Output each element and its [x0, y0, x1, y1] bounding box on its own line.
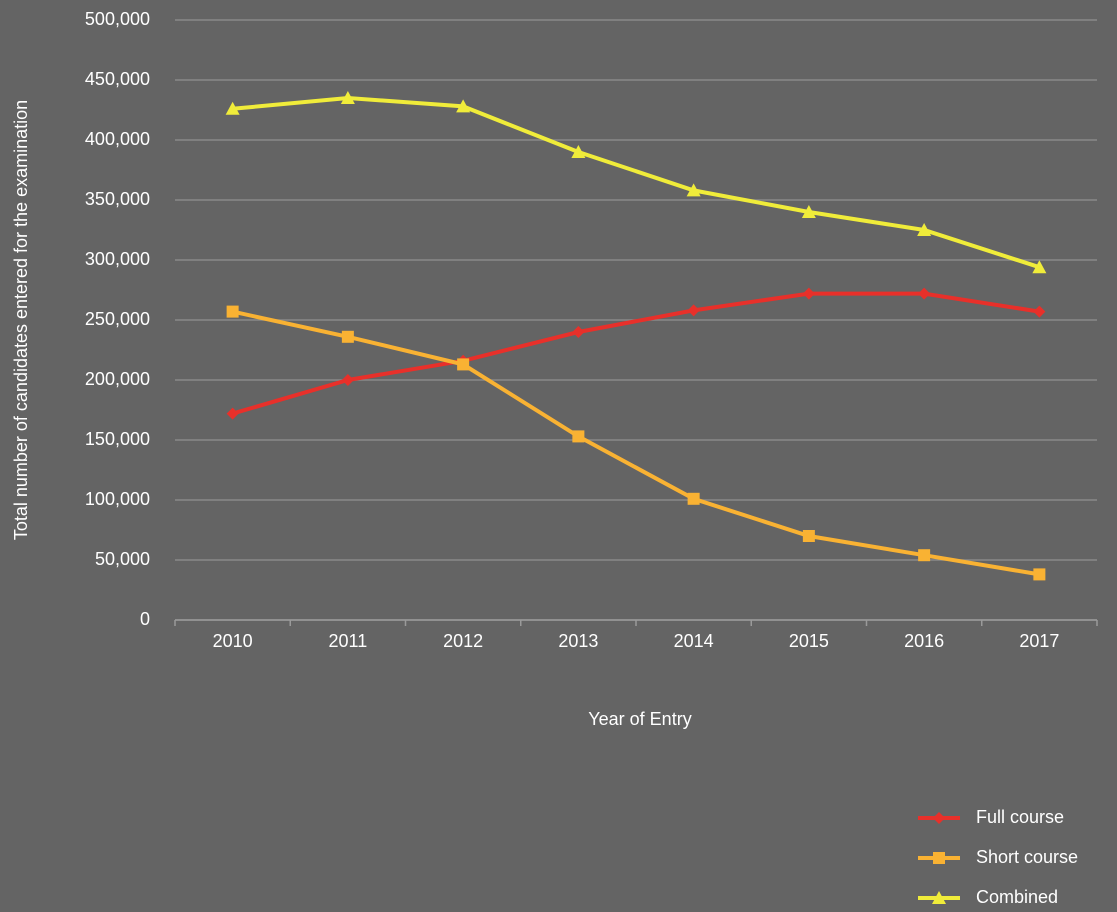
- marker: [1033, 568, 1046, 581]
- series-line: [232, 309, 1040, 577]
- marker: [1032, 260, 1047, 274]
- marker: [225, 101, 240, 115]
- marker: [802, 530, 815, 542]
- marker: [801, 205, 816, 218]
- x-tick-label: 2016: [904, 631, 944, 651]
- marker: [918, 549, 931, 562]
- y-tick-label: 400,000: [85, 129, 150, 149]
- y-tick-label: 250,000: [85, 309, 150, 329]
- marker: [340, 91, 355, 104]
- x-tick-label: 2013: [558, 631, 598, 651]
- x-tick-label: 2010: [213, 631, 253, 651]
- y-tick-label: 50,000: [95, 549, 150, 569]
- y-tick-label: 100,000: [85, 489, 150, 509]
- marker: [933, 852, 945, 864]
- marker: [226, 407, 239, 420]
- marker: [918, 287, 931, 300]
- x-tick-label: 2017: [1019, 631, 1059, 651]
- legend-label: Combined: [976, 887, 1058, 907]
- marker: [686, 183, 701, 197]
- x-tick-label: 2015: [789, 631, 829, 651]
- marker: [571, 145, 586, 158]
- y-tick-label: 300,000: [85, 249, 150, 269]
- marker: [341, 374, 354, 386]
- marker: [456, 99, 471, 113]
- y-tick-label: 200,000: [85, 369, 150, 389]
- marker: [457, 358, 470, 371]
- marker: [802, 287, 815, 300]
- y-tick-label: 150,000: [85, 429, 150, 449]
- y-tick-label: 0: [140, 609, 150, 629]
- y-axis-label: Total number of candidates entered for t…: [11, 100, 31, 540]
- legend-label: Full course: [976, 807, 1064, 827]
- marker: [687, 304, 700, 317]
- marker: [687, 492, 700, 505]
- marker: [932, 891, 946, 904]
- marker: [1033, 305, 1046, 318]
- x-tick-label: 2012: [443, 631, 483, 651]
- x-tick-label: 2011: [329, 631, 368, 651]
- legend-label: Short course: [976, 847, 1078, 867]
- marker: [226, 305, 239, 318]
- marker: [572, 326, 585, 338]
- y-tick-label: 450,000: [85, 69, 150, 89]
- marker: [917, 223, 932, 236]
- y-tick-label: 350,000: [85, 189, 150, 209]
- marker: [933, 812, 945, 824]
- marker: [572, 430, 585, 443]
- marker: [341, 330, 354, 343]
- series-line: [232, 291, 1040, 416]
- y-tick-label: 500,000: [85, 9, 150, 29]
- x-axis-label: Year of Entry: [588, 709, 691, 729]
- x-tick-label: 2014: [674, 631, 714, 651]
- series-line: [232, 95, 1040, 270]
